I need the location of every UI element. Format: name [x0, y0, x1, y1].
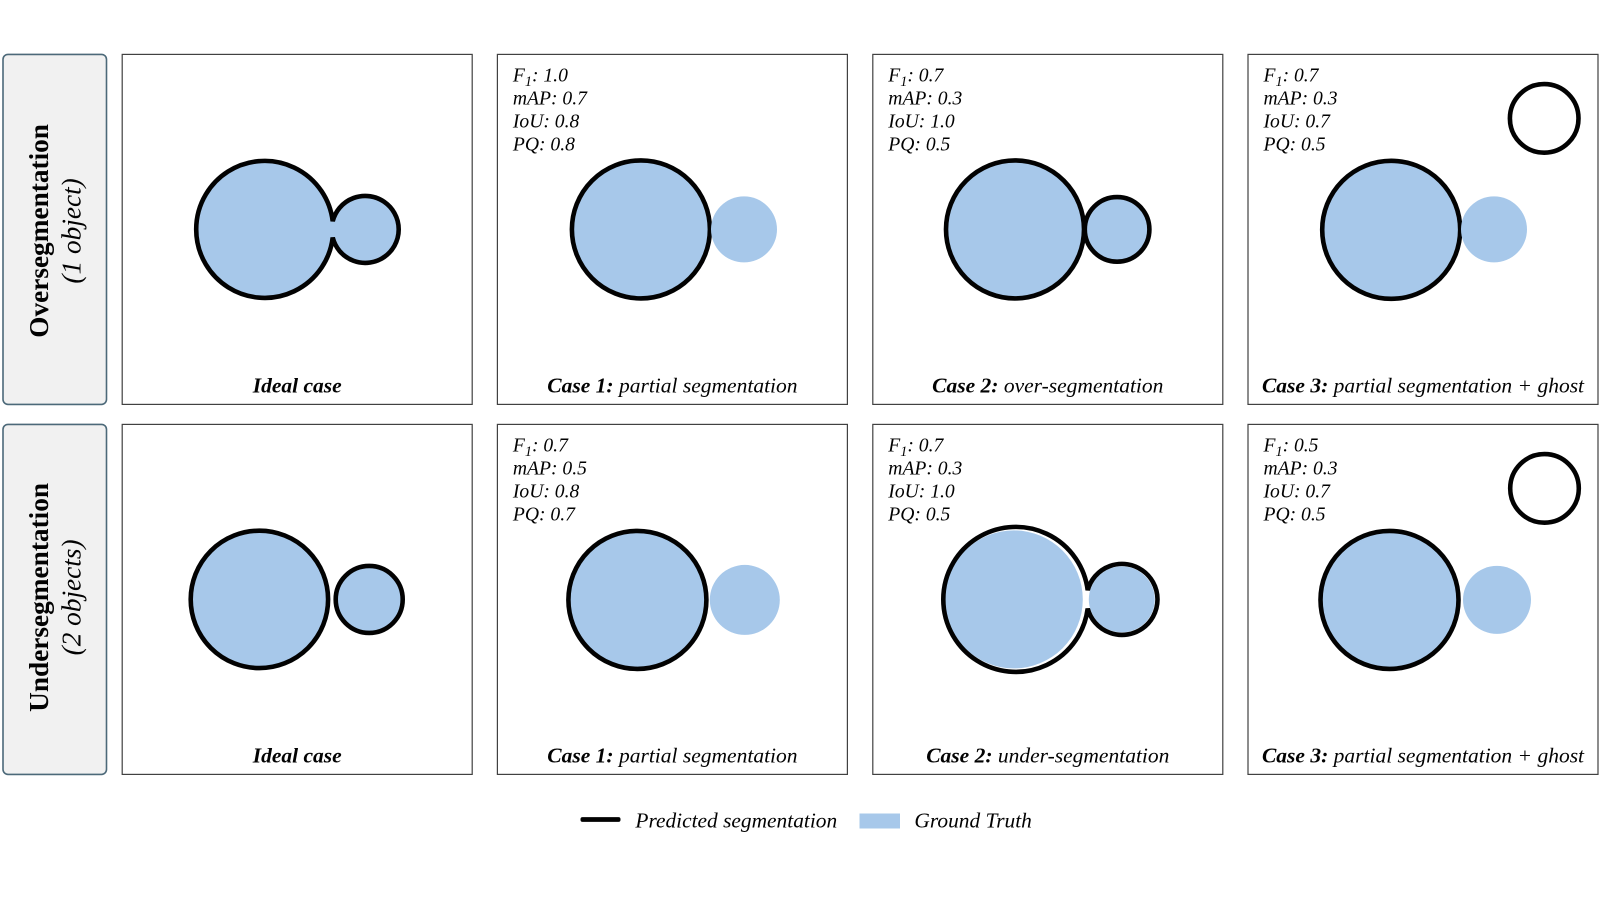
svg-text:(2 objects): (2 objects) — [56, 539, 86, 655]
svg-text:mAP: 0.5: mAP: 0.5 — [513, 458, 587, 479]
svg-text:IoU: 0.8: IoU: 0.8 — [512, 482, 580, 503]
svg-text:Case 1: partial segmentation: Case 1: partial segmentation — [547, 373, 797, 397]
svg-text:Undersegmentation: Undersegmentation — [24, 483, 54, 712]
svg-text:Predicted segmentation: Predicted segmentation — [634, 809, 837, 833]
svg-text:IoU: 1.0: IoU: 1.0 — [887, 112, 955, 133]
svg-text:mAP: 0.3: mAP: 0.3 — [1264, 88, 1338, 109]
svg-text:Case 2: over-segmentation: Case 2: over-segmentation — [932, 373, 1163, 397]
svg-text:IoU: 0.8: IoU: 0.8 — [512, 112, 580, 133]
svg-text:PQ: 0.5: PQ: 0.5 — [887, 505, 950, 526]
svg-text:F1: 1.0: F1: 1.0 — [512, 65, 568, 90]
svg-text:Oversegmentation: Oversegmentation — [24, 124, 54, 338]
svg-text:Ideal case: Ideal case — [252, 373, 342, 397]
svg-text:F1: 0.5: F1: 0.5 — [1263, 435, 1319, 460]
svg-text:IoU: 1.0: IoU: 1.0 — [887, 482, 955, 503]
svg-text:mAP: 0.7: mAP: 0.7 — [513, 88, 588, 109]
svg-text:mAP: 0.3: mAP: 0.3 — [1264, 458, 1338, 479]
svg-text:PQ: 0.5: PQ: 0.5 — [1263, 135, 1326, 156]
svg-text:F1: 0.7: F1: 0.7 — [512, 435, 569, 460]
svg-text:F1: 0.7: F1: 0.7 — [887, 65, 944, 90]
svg-text:mAP: 0.3: mAP: 0.3 — [888, 88, 962, 109]
svg-text:Case 2: under-segmentation: Case 2: under-segmentation — [926, 743, 1169, 767]
svg-text:IoU: 0.7: IoU: 0.7 — [1263, 482, 1332, 503]
svg-text:(1 object): (1 object) — [56, 178, 86, 283]
svg-text:PQ: 0.5: PQ: 0.5 — [887, 135, 950, 156]
svg-text:Case 3: partial segmentation +: Case 3: partial segmentation + ghost — [1262, 373, 1585, 397]
svg-text:IoU: 0.7: IoU: 0.7 — [1263, 112, 1332, 133]
svg-text:PQ: 0.5: PQ: 0.5 — [1263, 505, 1326, 526]
svg-text:Ground Truth: Ground Truth — [914, 809, 1031, 833]
svg-text:mAP: 0.3: mAP: 0.3 — [888, 458, 962, 479]
svg-text:PQ: 0.7: PQ: 0.7 — [512, 505, 576, 526]
svg-text:F1: 0.7: F1: 0.7 — [1263, 65, 1320, 90]
svg-text:Case 1: partial segmentation: Case 1: partial segmentation — [547, 743, 797, 767]
svg-text:Ideal case: Ideal case — [252, 743, 342, 767]
svg-text:Case 3: partial segmentation +: Case 3: partial segmentation + ghost — [1262, 743, 1585, 767]
svg-text:PQ: 0.8: PQ: 0.8 — [512, 135, 575, 156]
svg-text:F1: 0.7: F1: 0.7 — [887, 435, 944, 460]
